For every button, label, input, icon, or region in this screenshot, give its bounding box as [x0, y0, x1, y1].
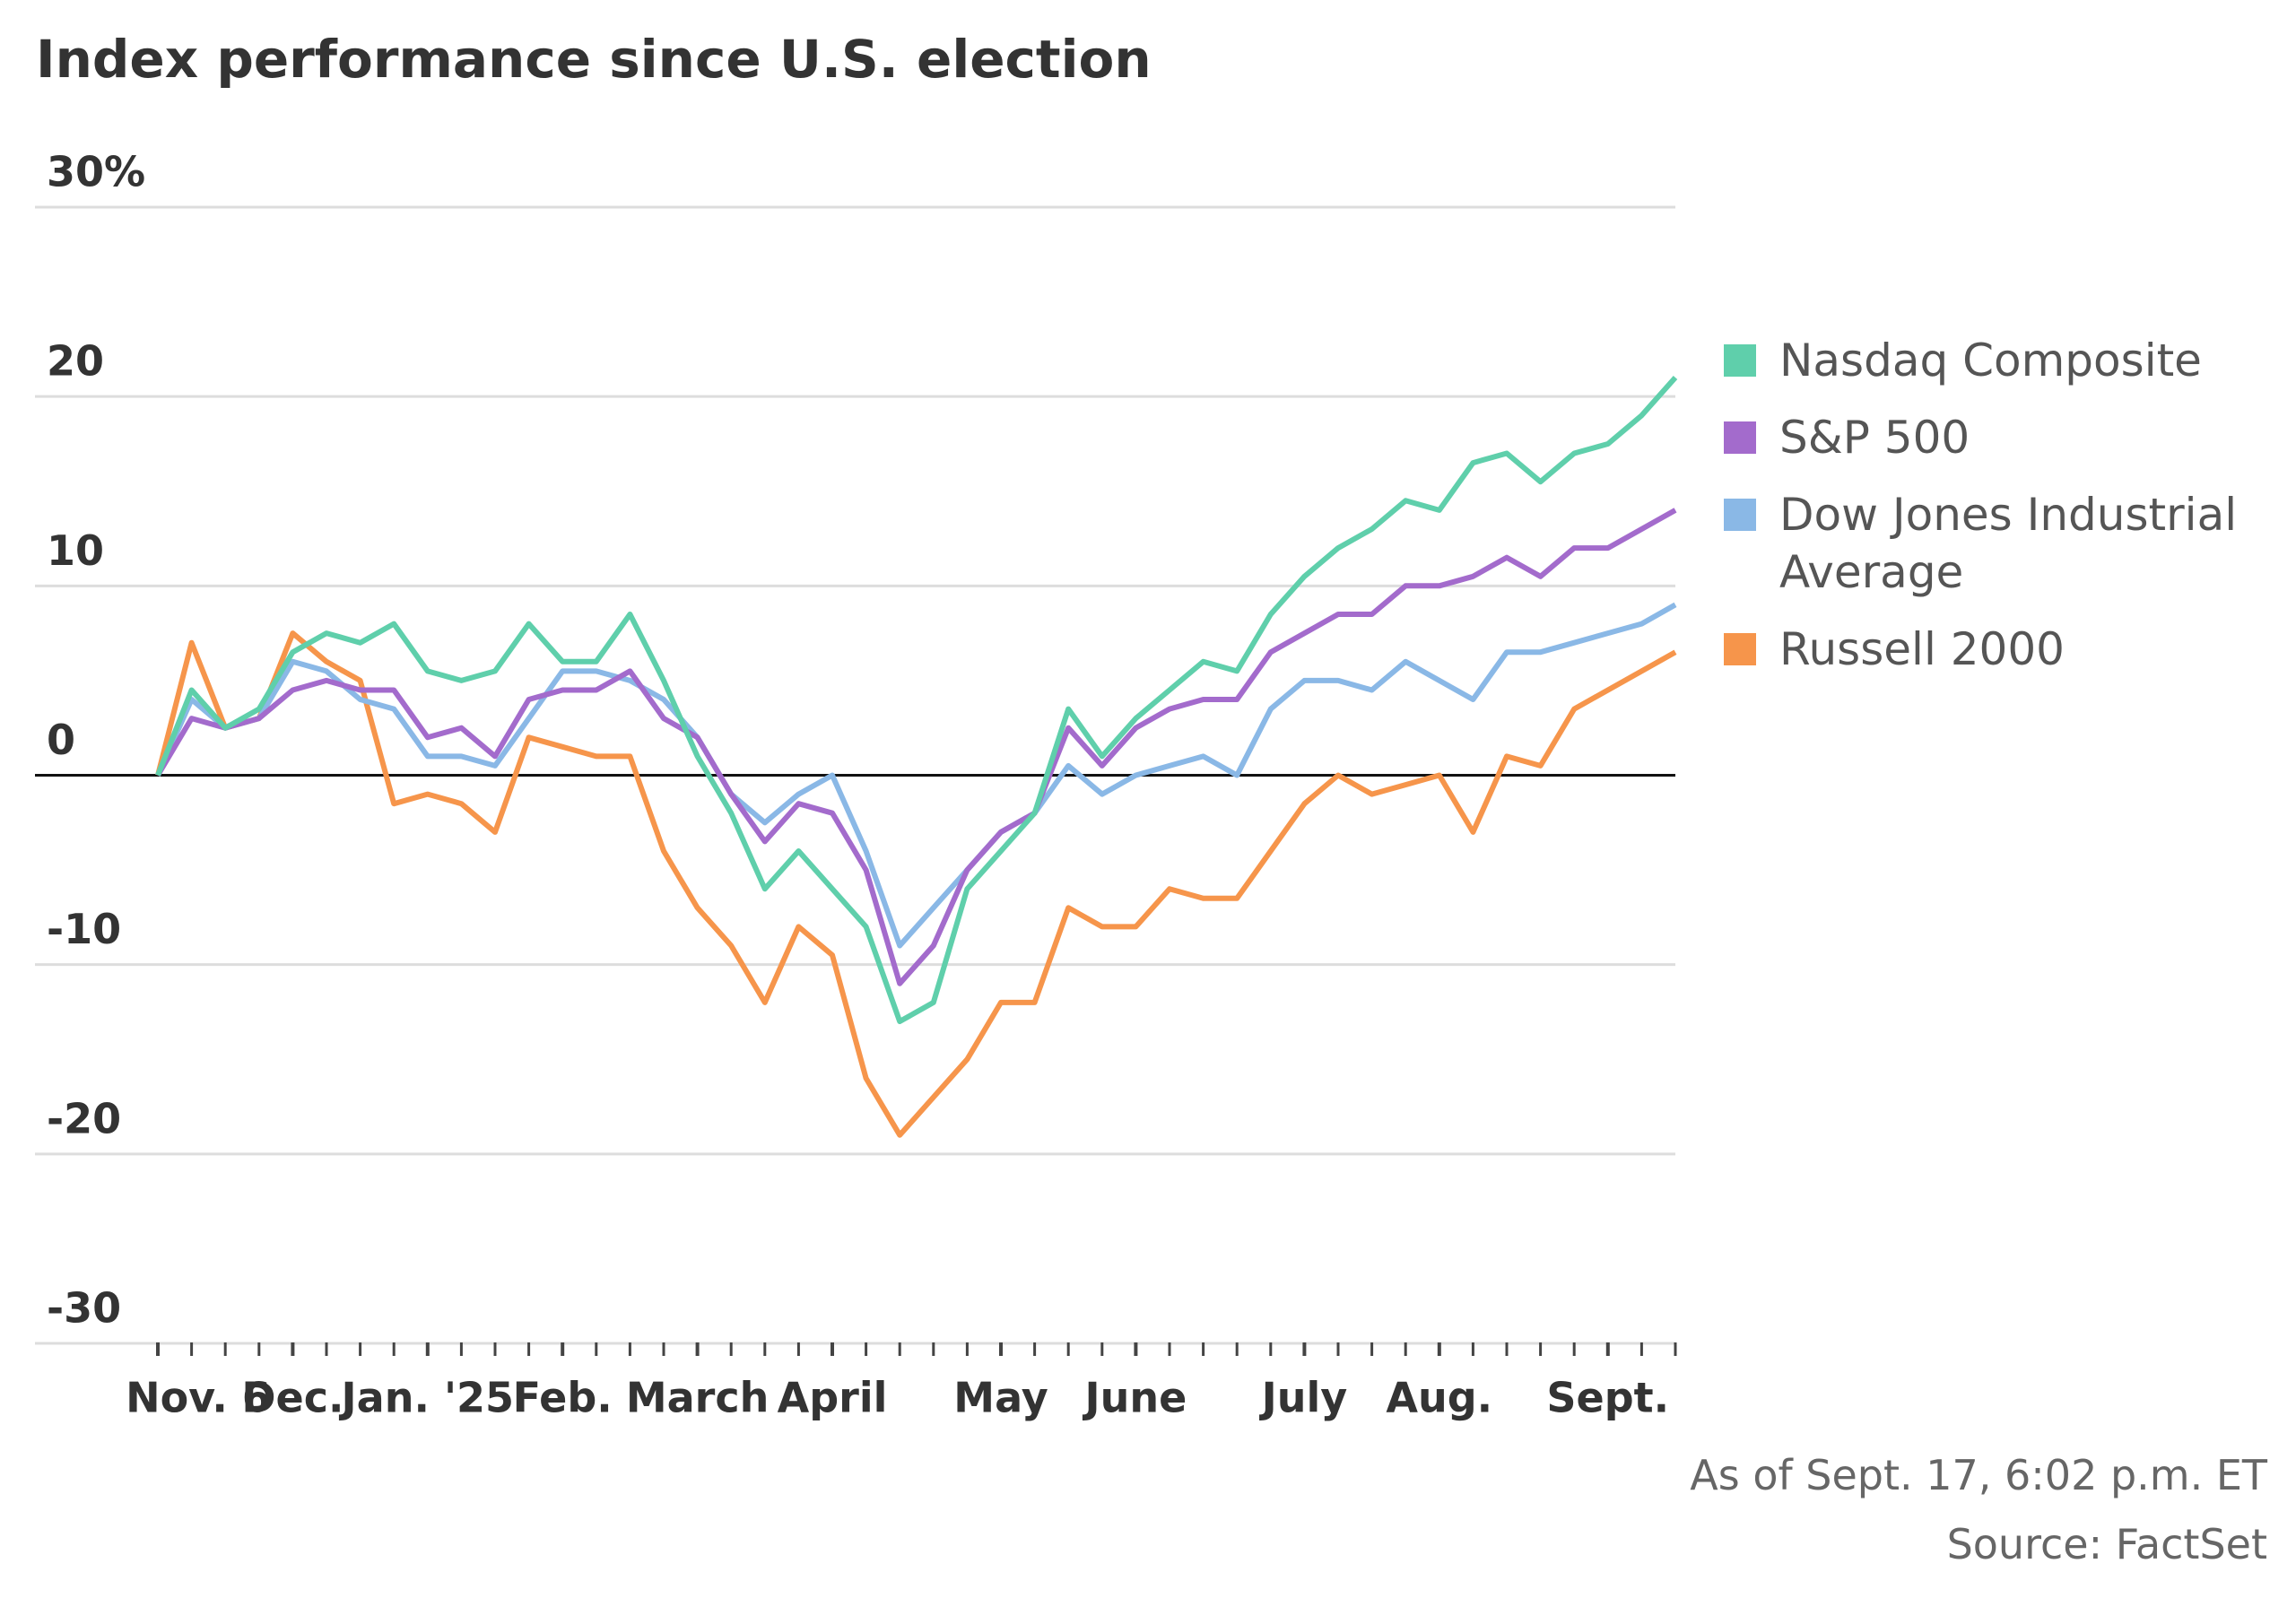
- y-tick-label: -20: [47, 1094, 121, 1142]
- legend-label: Nasdaq Composite: [1779, 334, 2202, 387]
- legend-swatch: [1724, 421, 1756, 454]
- legend: Nasdaq Composite S&P 500 Dow Jones Industr…: [1724, 332, 2262, 698]
- y-tick-label: 30%: [47, 148, 145, 196]
- chart-title: Index performance since U.S. election: [36, 29, 1152, 90]
- series-line: [155, 630, 1677, 1138]
- x-tick-label: Aug.: [1386, 1374, 1492, 1422]
- legend-item: Dow Jones Industrial Average: [1724, 486, 2262, 601]
- legend-label: Dow Jones Industrial Average: [1779, 489, 2238, 598]
- series-line: [155, 602, 1677, 949]
- x-tick-label: Dec.: [241, 1374, 344, 1422]
- x-tick-label: Jan. '25: [339, 1374, 515, 1422]
- x-tick-label: April: [778, 1374, 888, 1422]
- legend-swatch: [1724, 633, 1756, 665]
- legend-label: S&P 500: [1779, 412, 1970, 464]
- source: Source: FactSet: [1946, 1520, 2267, 1568]
- y-tick-label: -10: [47, 905, 121, 953]
- series-line: [155, 508, 1677, 986]
- legend-swatch: [1724, 344, 1756, 377]
- note: As of Sept. 17, 6:02 p.m. ET: [1690, 1451, 2267, 1499]
- x-tick-label: Nov. 6: [126, 1374, 271, 1422]
- x-tick-label: July: [1259, 1374, 1348, 1422]
- legend-item: Nasdaq Composite: [1724, 332, 2262, 389]
- x-tick-label: Feb.: [513, 1374, 613, 1422]
- series-line: [155, 376, 1678, 1024]
- legend-swatch: [1724, 499, 1756, 531]
- x-tick-label: May: [953, 1374, 1048, 1422]
- x-tick-label: March: [626, 1374, 770, 1422]
- legend-label: Russell 2000: [1779, 623, 2065, 675]
- legend-item: Russell 2000: [1724, 621, 2262, 678]
- y-tick-label: 10: [47, 526, 104, 575]
- x-tick-label: June: [1082, 1374, 1187, 1422]
- y-tick-label: -30: [47, 1284, 121, 1333]
- x-tick-label: Sept.: [1546, 1374, 1669, 1422]
- legend-item: S&P 500: [1724, 409, 2262, 466]
- y-tick-label: 20: [47, 337, 104, 386]
- y-tick-label: 0: [47, 716, 75, 764]
